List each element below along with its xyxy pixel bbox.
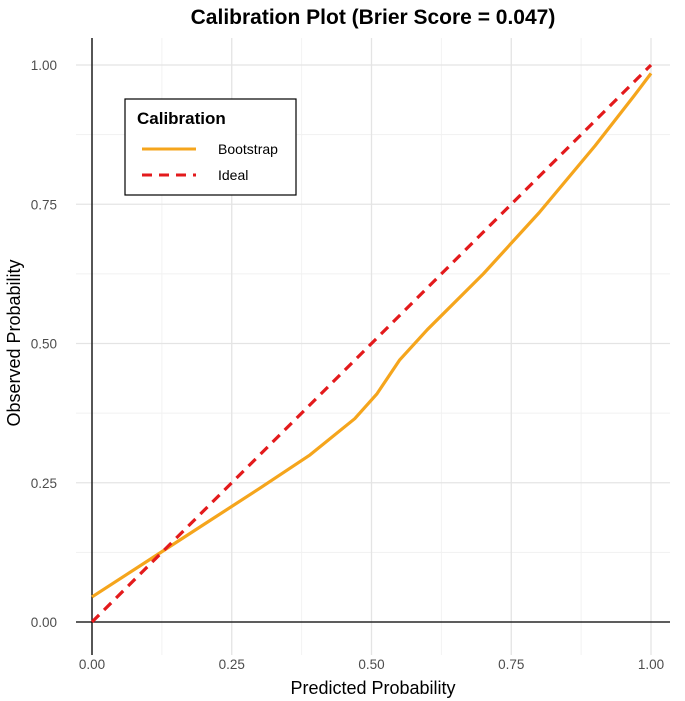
y-tick-label-1: 0.25	[31, 476, 57, 491]
x-tick-label-3: 0.75	[498, 657, 524, 672]
axes	[76, 38, 670, 655]
series-line-bootstrap	[91, 72, 653, 599]
y-tick-label-2: 0.50	[31, 337, 57, 352]
x-tick-label-4: 1.00	[638, 657, 664, 672]
y-tick-label-4: 1.00	[31, 58, 57, 73]
series-line-ideal	[90, 63, 653, 624]
x-tick-label-0: 0.00	[79, 657, 105, 672]
legend-box	[124, 98, 297, 196]
y-tick-label-3: 0.75	[31, 197, 57, 212]
tick-labels: 0.00 0.25 0.50 0.75 1.00 0.00 0.25 0.50 0.75 1.00	[31, 58, 664, 672]
legend: Calibration Bootstrap Ideal	[124, 98, 297, 196]
legend-label-bootstrap: Bootstrap	[218, 141, 278, 157]
chart-title: Calibration Plot (Brier Score = 0.047)	[191, 6, 556, 29]
y-tick-label-0: 0.00	[31, 615, 57, 630]
legend-title: Calibration	[137, 109, 226, 128]
x-tick-label-1: 0.25	[219, 657, 245, 672]
legend-label-ideal: Ideal	[218, 167, 248, 183]
series-lines	[90, 63, 653, 624]
x-tick-label-2: 0.50	[358, 657, 384, 672]
x-axis-title: Predicted Probability	[290, 678, 455, 698]
y-axis-title: Observed Probability	[4, 259, 24, 426]
